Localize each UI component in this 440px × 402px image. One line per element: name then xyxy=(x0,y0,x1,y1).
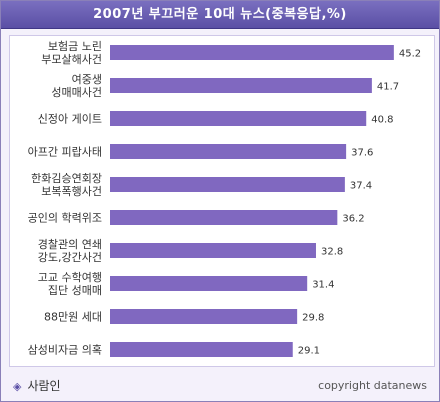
value-label: 36.2 xyxy=(342,214,364,225)
plot-area: 보험금 노린 부모살해사건 45.2 여중생 성매매사건 41.7 신정아 게이트 40.8 아… xyxy=(9,35,435,367)
value-label: 40.8 xyxy=(371,115,393,126)
value-label: 37.4 xyxy=(350,181,372,192)
category-label: 집단 성매매 xyxy=(48,284,102,297)
value-label: 45.2 xyxy=(399,49,421,60)
chart-footer: ◈ 사람인 copyright datanews xyxy=(1,369,439,401)
value-label: 29.8 xyxy=(302,313,324,324)
copyright-text: copyright datanews xyxy=(318,379,427,392)
category-label: 여중생 xyxy=(72,73,102,86)
bar xyxy=(110,309,298,324)
category-label: 보복폭행사건 xyxy=(41,185,102,198)
category-label: 강도,강간사건 xyxy=(38,251,102,264)
bar xyxy=(110,45,394,60)
category-label: 삼성비자금 의혹 xyxy=(28,343,102,357)
bar xyxy=(110,243,316,258)
bar xyxy=(110,111,367,126)
value-label: 29.1 xyxy=(298,346,320,357)
value-label: 37.6 xyxy=(351,148,373,159)
category-label: 공인의 학력위조 xyxy=(28,212,102,225)
category-label: 보험금 노린 xyxy=(48,40,102,53)
category-label: 신정아 게이트 xyxy=(38,113,102,126)
category-label: 부모살해사건 xyxy=(41,52,102,66)
category-label: 아프간 피랍사태 xyxy=(28,146,102,159)
category-label: 고교 수학여행 xyxy=(38,271,102,284)
category-label: 한화김승연회장 xyxy=(31,172,102,185)
value-label: 41.7 xyxy=(377,82,399,93)
bar xyxy=(110,177,345,192)
bar xyxy=(110,78,372,93)
bar xyxy=(110,144,347,159)
bar xyxy=(110,210,338,225)
bar xyxy=(110,276,308,291)
diamond-icon: ◈ xyxy=(13,380,22,393)
bar xyxy=(110,342,293,357)
category-label: 성매매사건 xyxy=(51,86,102,99)
source-note: ◈ 사람인 xyxy=(13,377,61,394)
value-label: 31.4 xyxy=(312,280,334,291)
chart-title: 2007년 부끄러운 10대 뉴스(중복응답,%) xyxy=(1,1,439,29)
category-label: 88만원 세대 xyxy=(44,311,102,324)
value-label: 32.8 xyxy=(321,247,343,258)
source-label: 사람인 xyxy=(27,379,61,393)
category-label: 경찰관의 연쇄 xyxy=(38,238,102,251)
